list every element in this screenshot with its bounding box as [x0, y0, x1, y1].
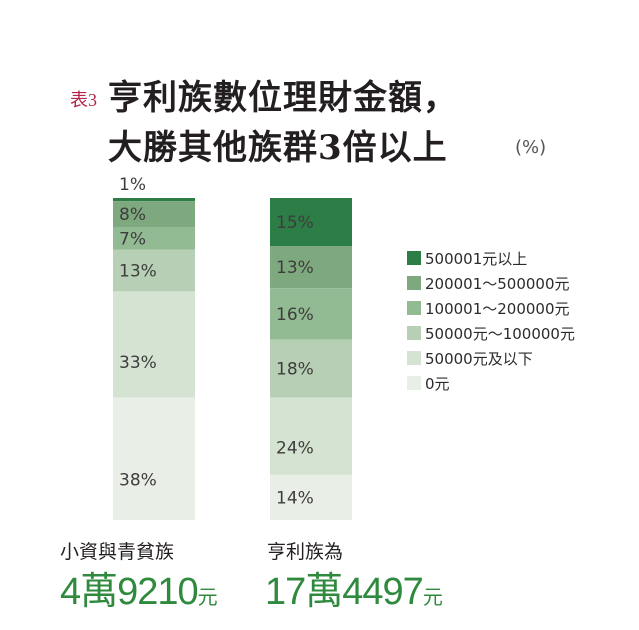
bar-segment-1-4 [113, 249, 195, 292]
bar-segment-2-5 [270, 397, 352, 475]
data-label-1-3: 7% [119, 229, 146, 249]
group-amount-1: 4萬9210元 [60, 560, 218, 615]
data-label-2-1: 15% [276, 213, 314, 233]
data-label-1-5: 33% [119, 353, 157, 373]
group-name-1: 小資與青貧族 [60, 541, 175, 563]
legend-swatch-3 [407, 301, 421, 315]
chart-title-line-1: 亨利族數位理財金額， [108, 78, 458, 118]
legend-label-1: 500001元以上 [425, 250, 527, 268]
unit-label: (%) [515, 137, 547, 158]
group-amount-1-value: 4萬9210 [60, 571, 199, 613]
bar-segment-1-3 [113, 226, 195, 250]
legend-swatch-5 [407, 351, 421, 365]
data-label-1-1: 1% [119, 175, 146, 195]
legend-label-5: 50000元及以下 [425, 350, 533, 368]
legend-swatch-2 [407, 276, 421, 290]
legend-label-4: 50000元～100000元 [425, 325, 575, 343]
legend-label-2: 200001～500000元 [425, 275, 570, 293]
bar-segment-2-3 [270, 288, 352, 340]
table-number: 表3 [70, 90, 97, 110]
data-label-1-6: 38% [119, 471, 157, 491]
bar-segment-2-6 [270, 474, 352, 520]
group-amount-1-unit: 元 [197, 587, 218, 609]
chart-title-line-2: 大勝其他族群3倍以上 [108, 128, 448, 168]
data-label-2-3: 16% [276, 305, 314, 325]
bar-segment-2-1 [270, 198, 352, 247]
data-label-2-6: 14% [276, 488, 314, 508]
legend-swatch-4 [407, 326, 421, 340]
bar-segment-1-5 [113, 291, 195, 398]
legend-swatch-1 [407, 251, 421, 265]
group-amount-2-value: 17萬4497 [265, 571, 424, 613]
data-label-1-2: 8% [119, 205, 146, 225]
bar-segment-1-6 [113, 397, 195, 520]
data-label-2-2: 13% [276, 258, 314, 278]
group-name-2: 亨利族為 [267, 541, 344, 563]
bar-segment-1-2 [113, 201, 195, 227]
legend-label-6: 0元 [425, 375, 450, 393]
data-label-2-4: 18% [276, 360, 314, 380]
legend-label-3: 100001～200000元 [425, 300, 570, 318]
group-amount-2-unit: 元 [422, 587, 443, 609]
legend-swatch-6 [407, 376, 421, 390]
data-label-2-5: 24% [276, 438, 314, 458]
group-amount-2: 17萬4497元 [265, 560, 443, 615]
bar-segment-1-1 [113, 198, 195, 202]
data-label-1-4: 13% [119, 261, 157, 281]
title-block: 表3 亨利族數位理財金額， 大勝其他族群3倍以上 (%) [0, 0, 639, 170]
bar-segment-2-4 [270, 339, 352, 398]
bar-segment-2-2 [270, 246, 352, 289]
